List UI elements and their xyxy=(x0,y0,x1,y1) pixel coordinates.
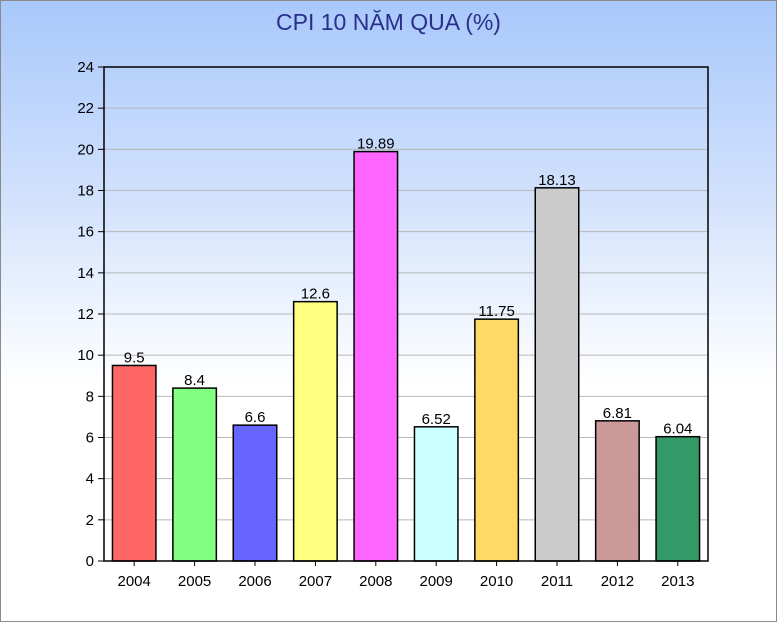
data-label: 19.89 xyxy=(357,136,395,153)
x-tick-label: 2004 xyxy=(118,573,151,590)
bar xyxy=(655,435,701,562)
bar xyxy=(474,318,520,562)
bar xyxy=(292,300,338,562)
y-tick-label: 16 xyxy=(77,224,94,241)
data-label: 6.6 xyxy=(245,409,266,426)
y-tick-label: 10 xyxy=(77,347,94,364)
bar xyxy=(594,420,640,562)
y-tick-label: 0 xyxy=(86,553,94,570)
x-tick-label: 2010 xyxy=(480,573,513,590)
bar xyxy=(232,424,278,562)
y-tick-label: 6 xyxy=(86,430,94,447)
y-tick-label: 14 xyxy=(77,265,94,282)
x-tick-label: 2006 xyxy=(238,573,271,590)
bar xyxy=(353,150,399,562)
x-tick-label: 2005 xyxy=(178,573,211,590)
y-tick-label: 2 xyxy=(86,512,94,529)
data-label: 6.81 xyxy=(603,405,632,422)
bar xyxy=(172,387,218,562)
x-tick-label: 2007 xyxy=(299,573,332,590)
x-tick-label: 2011 xyxy=(541,573,573,590)
y-tick-label: 20 xyxy=(77,141,94,158)
bar xyxy=(413,426,459,562)
data-label: 6.04 xyxy=(663,421,692,438)
data-labels: 9.5 8.4 6.6 12.6 19.89 6.52 11.75 18.13 6.81 6.04 xyxy=(124,136,693,438)
x-tick-label: 2008 xyxy=(359,573,392,590)
data-label: 12.6 xyxy=(301,286,330,303)
y-tick-label: 24 xyxy=(77,59,94,76)
y-tick-label: 22 xyxy=(77,100,94,117)
bars xyxy=(111,150,701,562)
x-tick-label: 2012 xyxy=(601,573,634,590)
x-tick-label: 2009 xyxy=(420,573,453,590)
data-label: 9.5 xyxy=(124,349,145,366)
y-tick-label: 8 xyxy=(86,388,94,405)
data-label: 18.13 xyxy=(538,172,576,189)
y-tick-label: 4 xyxy=(86,471,94,488)
data-label: 11.75 xyxy=(478,303,514,320)
bar xyxy=(534,187,580,562)
y-tick-label: 12 xyxy=(77,306,94,323)
chart-title: CPI 10 NĂM QUA (%) xyxy=(276,9,501,35)
data-label: 6.52 xyxy=(422,411,451,428)
y-tick-label: 18 xyxy=(77,183,94,200)
x-tick-label: 2013 xyxy=(661,573,694,590)
bar xyxy=(111,364,157,562)
x-axis: 2004 2005 2006 2007 2008 2009 2010 2011 2012 2013 xyxy=(118,561,694,590)
data-label: 8.4 xyxy=(184,372,205,389)
